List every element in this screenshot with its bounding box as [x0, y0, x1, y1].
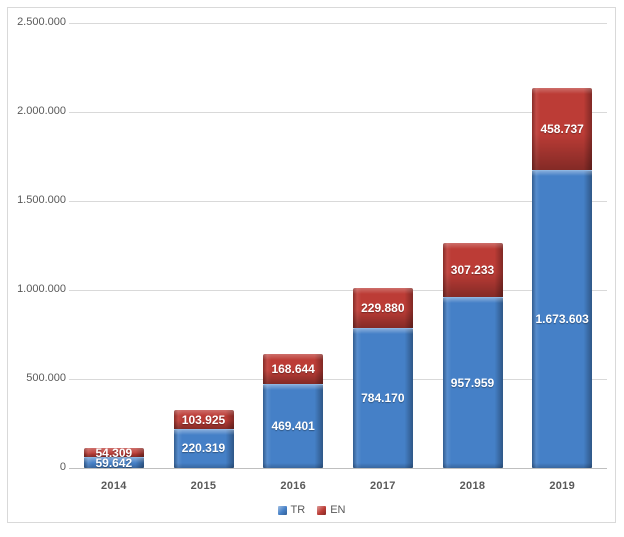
bar-2015-en-segment[interactable]	[173, 410, 234, 429]
data-label-2014-en: 54.309	[95, 445, 133, 460]
bar-2019-tr-segment[interactable]	[532, 170, 593, 468]
data-label-2017-tr: 784.170	[361, 391, 405, 406]
gridline	[69, 111, 607, 113]
y-tick-label: 2.500.000	[17, 16, 66, 28]
data-label-2019-en: 458.737	[540, 122, 584, 137]
y-tick-label: 1.500.000	[17, 194, 66, 206]
data-label-2018-en: 307.233	[450, 263, 495, 278]
gridline	[69, 378, 607, 380]
data-label-2018-tr: 957.959	[450, 375, 495, 390]
bar-2018-en-segment[interactable]	[442, 242, 503, 298]
data-label-2016-en: 168.644	[271, 362, 315, 377]
data-label-2015-tr: 220.319	[181, 441, 226, 456]
x-tick-label-2016: 2016	[280, 480, 306, 492]
bar-2015-tr-segment[interactable]	[173, 428, 234, 468]
bar-2016-tr-segment[interactable]	[263, 384, 324, 468]
legend-item-tr[interactable]: TR	[277, 504, 306, 516]
x-tick-label-2018: 2018	[459, 480, 486, 492]
bar-2016-en-segment[interactable]	[263, 354, 324, 385]
legend-swatch-en-icon	[317, 505, 327, 515]
data-label-2019-tr: 1.673.603	[535, 312, 589, 327]
data-label-2016-tr: 469.401	[271, 419, 315, 434]
bar-2014-en-segment[interactable]	[83, 447, 144, 458]
chart-frame: 59.642 54.309 220.319 103.925 469.401 168.644…	[7, 7, 616, 523]
legend-label-tr: TR	[290, 504, 306, 516]
y-tick-label: 1.000.000	[17, 283, 66, 295]
bar-2018-tr-segment[interactable]	[442, 297, 503, 468]
y-tick-label: 500.000	[26, 372, 66, 384]
chart-legend: TR EN	[8, 504, 615, 516]
x-tick-label-2019: 2019	[549, 480, 575, 492]
legend-swatch-tr-icon	[277, 505, 287, 515]
legend-item-en[interactable]: EN	[317, 504, 345, 516]
plot-area: 59.642 54.309 220.319 103.925 469.401 168.644…	[69, 22, 607, 470]
x-tick-label-2015: 2015	[190, 480, 217, 492]
gridline	[69, 22, 607, 24]
data-label-2017-en: 229.880	[361, 300, 405, 315]
gridline	[69, 289, 607, 291]
y-tick-label: 2.000.000	[17, 105, 66, 117]
data-label-2015-en: 103.925	[181, 412, 226, 427]
x-tick-label-2014: 2014	[100, 480, 127, 492]
gridline	[69, 200, 607, 202]
bar-2019-en-segment[interactable]	[532, 88, 593, 171]
bar-2017-en-segment[interactable]	[352, 287, 413, 329]
x-axis-line	[69, 467, 607, 469]
bar-2017-tr-segment[interactable]	[352, 328, 413, 468]
data-label-2014-tr: 59.642	[95, 455, 133, 470]
y-tick-label: 0	[59, 461, 66, 473]
x-tick-label-2017: 2017	[369, 480, 396, 492]
legend-label-en: EN	[330, 504, 346, 516]
bar-2014-tr-segment[interactable]	[83, 457, 144, 468]
